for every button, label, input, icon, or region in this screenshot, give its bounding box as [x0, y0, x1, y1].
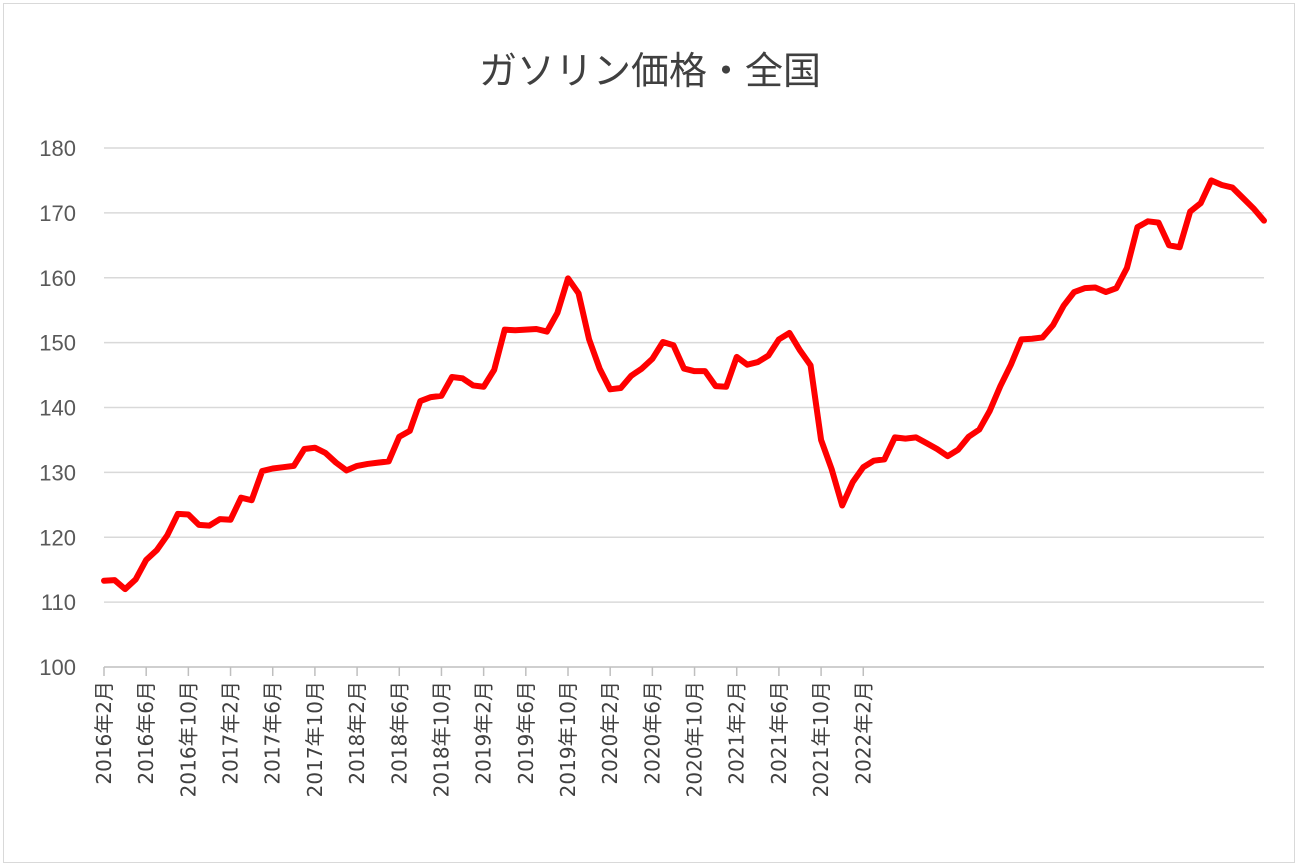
x-tick-label: 2021年2月: [725, 681, 749, 785]
x-tick-label: 2022年2月: [851, 681, 875, 785]
y-axis-labels: 100 110 120 130 140 150 160 170 180: [39, 136, 76, 680]
y-tick-label: 110: [41, 590, 76, 615]
x-tick-label: 2016年6月: [134, 681, 158, 785]
x-tick-label: 2018年6月: [387, 681, 411, 785]
x-tick-label: 2019年10月: [556, 681, 580, 797]
x-tick-label: 2019年2月: [472, 681, 496, 785]
x-tick-label: 2020年2月: [598, 681, 622, 785]
x-tick-label: 2017年2月: [219, 681, 243, 785]
x-tick-label: 2017年10月: [303, 681, 327, 797]
y-tick-label: 150: [39, 331, 76, 356]
y-tick-label: 170: [39, 201, 76, 226]
x-tick-label: 2017年6月: [261, 681, 285, 785]
y-tick-label: 180: [39, 136, 76, 161]
x-tick-label: 2016年2月: [92, 681, 116, 785]
y-tick-label: 160: [39, 266, 76, 291]
x-tick-label: 2018年2月: [345, 681, 369, 785]
chart-frame: [3, 3, 1295, 863]
x-tick-label: 2020年10月: [683, 681, 707, 797]
chart-title: ガソリン価格・全国: [478, 49, 821, 93]
x-tick-label: 2021年10月: [809, 681, 833, 797]
y-tick-label: 120: [39, 525, 76, 550]
gridlines: [104, 147, 1264, 668]
x-tick-label: 2021年6月: [767, 681, 791, 785]
x-tick-label: 2018年10月: [429, 681, 453, 797]
y-tick-label: 130: [39, 460, 76, 485]
series-layer: [101, 177, 1267, 593]
x-tick-label: 2020年6月: [640, 681, 664, 785]
x-axis: 2016年2月 2016年6月 2016年10月 2017年2月 2017年6月 2017…: [92, 667, 875, 797]
y-tick-label: 140: [39, 396, 76, 421]
x-tick-label: 2016年10月: [176, 681, 200, 797]
x-tick-label: 2019年6月: [514, 681, 538, 785]
y-tick-label: 100: [39, 655, 76, 680]
series-line: [101, 177, 1267, 593]
